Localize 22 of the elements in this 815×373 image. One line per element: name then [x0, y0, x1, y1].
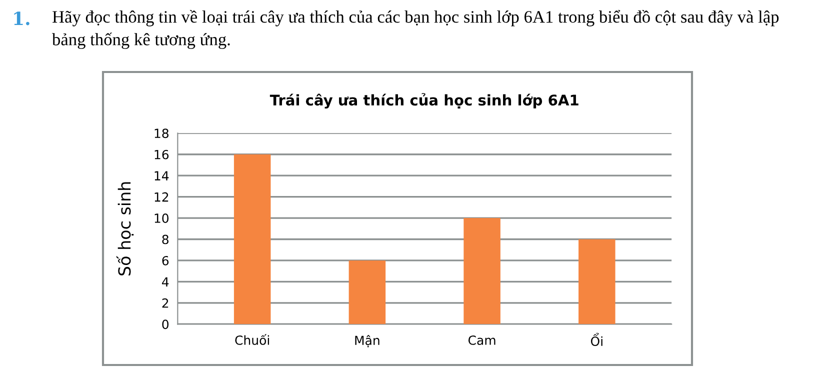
y-tick-label: 18: [154, 128, 168, 138]
y-tick-label: 14: [154, 171, 169, 180]
y-tick-label: 0: [162, 320, 169, 330]
x-tick-label: Mận: [355, 334, 380, 348]
y-tick-label: 8: [162, 234, 168, 244]
y-axis-title: Số học sinh: [116, 182, 134, 276]
y-tick-label: 2: [162, 298, 168, 308]
y-tick-label: 16: [154, 150, 169, 160]
x-tick-label: Chuối: [235, 334, 269, 345]
x-tick-label: Cam: [468, 335, 496, 345]
y-tick-label: 4: [162, 277, 169, 286]
x-tick-label: Ổi: [590, 332, 602, 346]
chart-title: Trái cây ưa thích của học sinh lớp 6A1: [270, 93, 578, 109]
y-tick-label: 12: [154, 192, 168, 202]
bar: [464, 218, 500, 324]
y-tick-label: 10: [154, 214, 169, 223]
bar: [578, 239, 616, 324]
text: 1.: [14, 12, 30, 26]
bar: [348, 260, 386, 324]
y-tick-label: 6: [162, 256, 169, 266]
bar: [234, 154, 271, 324]
text: Hãy đọc thông tin về loại trái cây ưa thích của các bạn học sinh lớp 6A1 trong biểu đồ cột sau đây và lập bảng thống kê tương ứng.: [52, 10, 779, 49]
